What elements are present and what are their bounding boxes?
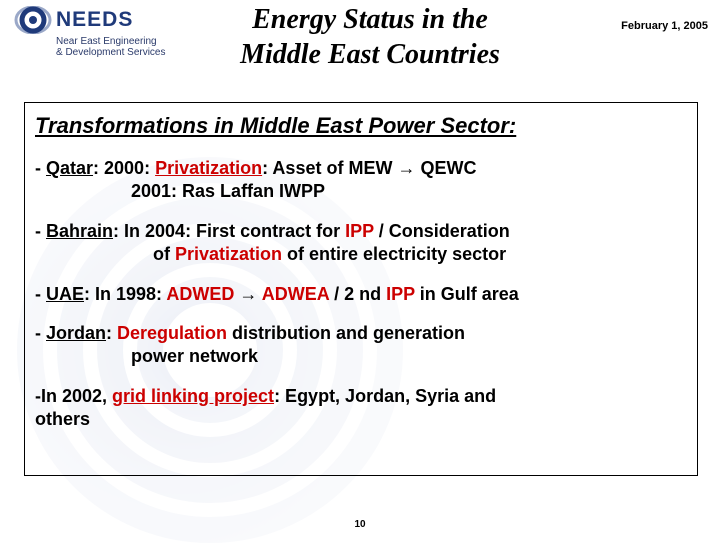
logo-subtitle-line1: Near East Engineering — [56, 36, 157, 47]
title-line1: Energy Status in the — [252, 4, 488, 35]
page-title: Energy Status in the Middle East Countri… — [200, 2, 540, 72]
item-qatar: - Qatar: 2000: Privatization: Asset of M… — [35, 157, 687, 204]
page-number: 10 — [354, 519, 365, 530]
item-grid: -In 2002, grid linking project: Egypt, J… — [35, 385, 687, 432]
subheading: Transformations in Middle East Power Sec… — [35, 113, 687, 139]
header: NEEDS Near East Engineering & Developmen… — [0, 0, 720, 88]
logo-subtitle: Near East Engineering & Development Serv… — [56, 36, 184, 58]
needs-logo-icon: NEEDS — [14, 6, 174, 34]
logo-text: NEEDS — [56, 8, 133, 31]
title-line2: Middle East Countries — [240, 39, 500, 70]
content-box: Transformations in Middle East Power Sec… — [24, 102, 698, 476]
slide-date: February 1, 2005 — [621, 20, 708, 32]
logo-subtitle-line2: & Development Services — [56, 47, 166, 58]
item-jordan: - Jordan: Deregulation distribution and … — [35, 322, 687, 369]
item-bahrain: - Bahrain: In 2004: First contract for I… — [35, 220, 687, 267]
logo-block: NEEDS Near East Engineering & Developmen… — [14, 6, 184, 58]
item-uae: - UAE: In 1998: ADWED → ADWEA / 2 nd IPP… — [35, 283, 687, 306]
